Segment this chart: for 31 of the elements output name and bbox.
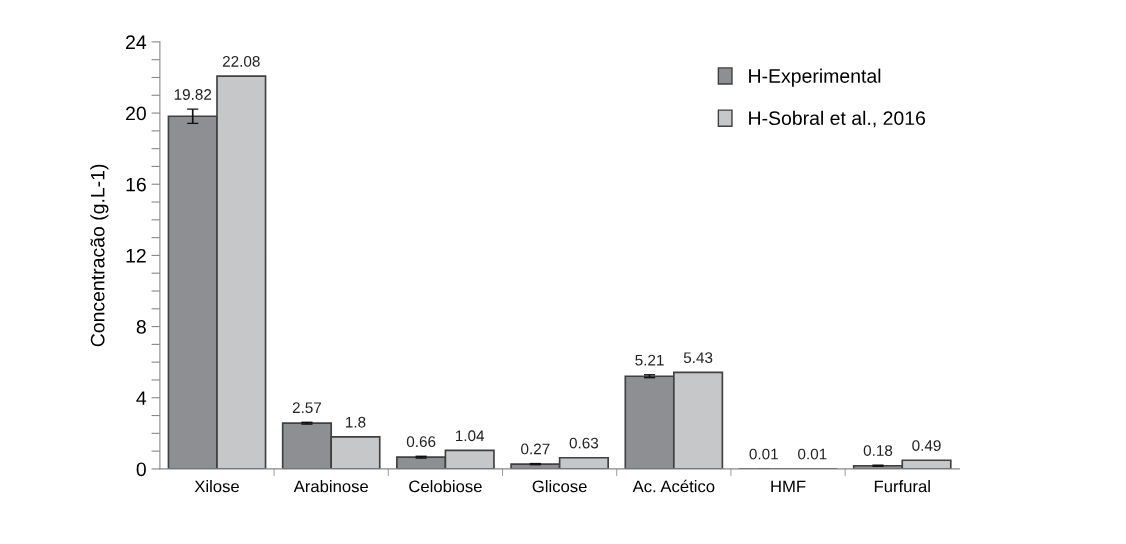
y-axis-title: Concentracão (g.L-1) [90,164,109,347]
data-label: 0.01 [749,448,778,460]
y-tick-label: 8 [136,320,146,334]
x-tick-label: Ac. Acético [632,479,715,493]
data-label: 5.43 [683,352,713,364]
legend-label: H-Sobral et al., 2016 [749,110,926,128]
y-tick-label: 12 [126,248,146,263]
data-label: 0.63 [569,437,599,449]
data-label: 5.21 [635,354,664,366]
data-label: 1.8 [346,416,366,428]
data-label: 0.18 [863,445,893,456]
x-tick-label: Glicose [532,480,587,493]
legend-label: H-Experimental [749,68,881,87]
data-label: 22.08 [222,55,260,67]
y-tick-label: 24 [126,35,147,49]
data-label: 0.01 [798,448,827,460]
y-tick-label: 16 [126,177,146,192]
data-label: 1.04 [455,430,485,442]
y-tick-label: 20 [126,106,146,121]
x-tick-label: Arabinose [293,480,368,493]
data-label: 0.27 [521,443,550,455]
data-label: 19.82 [174,89,212,100]
data-label: 2.57 [292,402,322,414]
x-tick-label: Furfural [874,480,930,493]
y-tick-label: 0 [136,462,146,477]
x-tick-label: Celobiose [409,480,482,493]
x-tick-label: Xilose [194,480,239,493]
y-tick-label: 4 [136,391,147,405]
x-tick-label: HMF [771,480,806,493]
data-label: 0.66 [406,436,436,448]
data-label: 0.49 [912,440,941,451]
